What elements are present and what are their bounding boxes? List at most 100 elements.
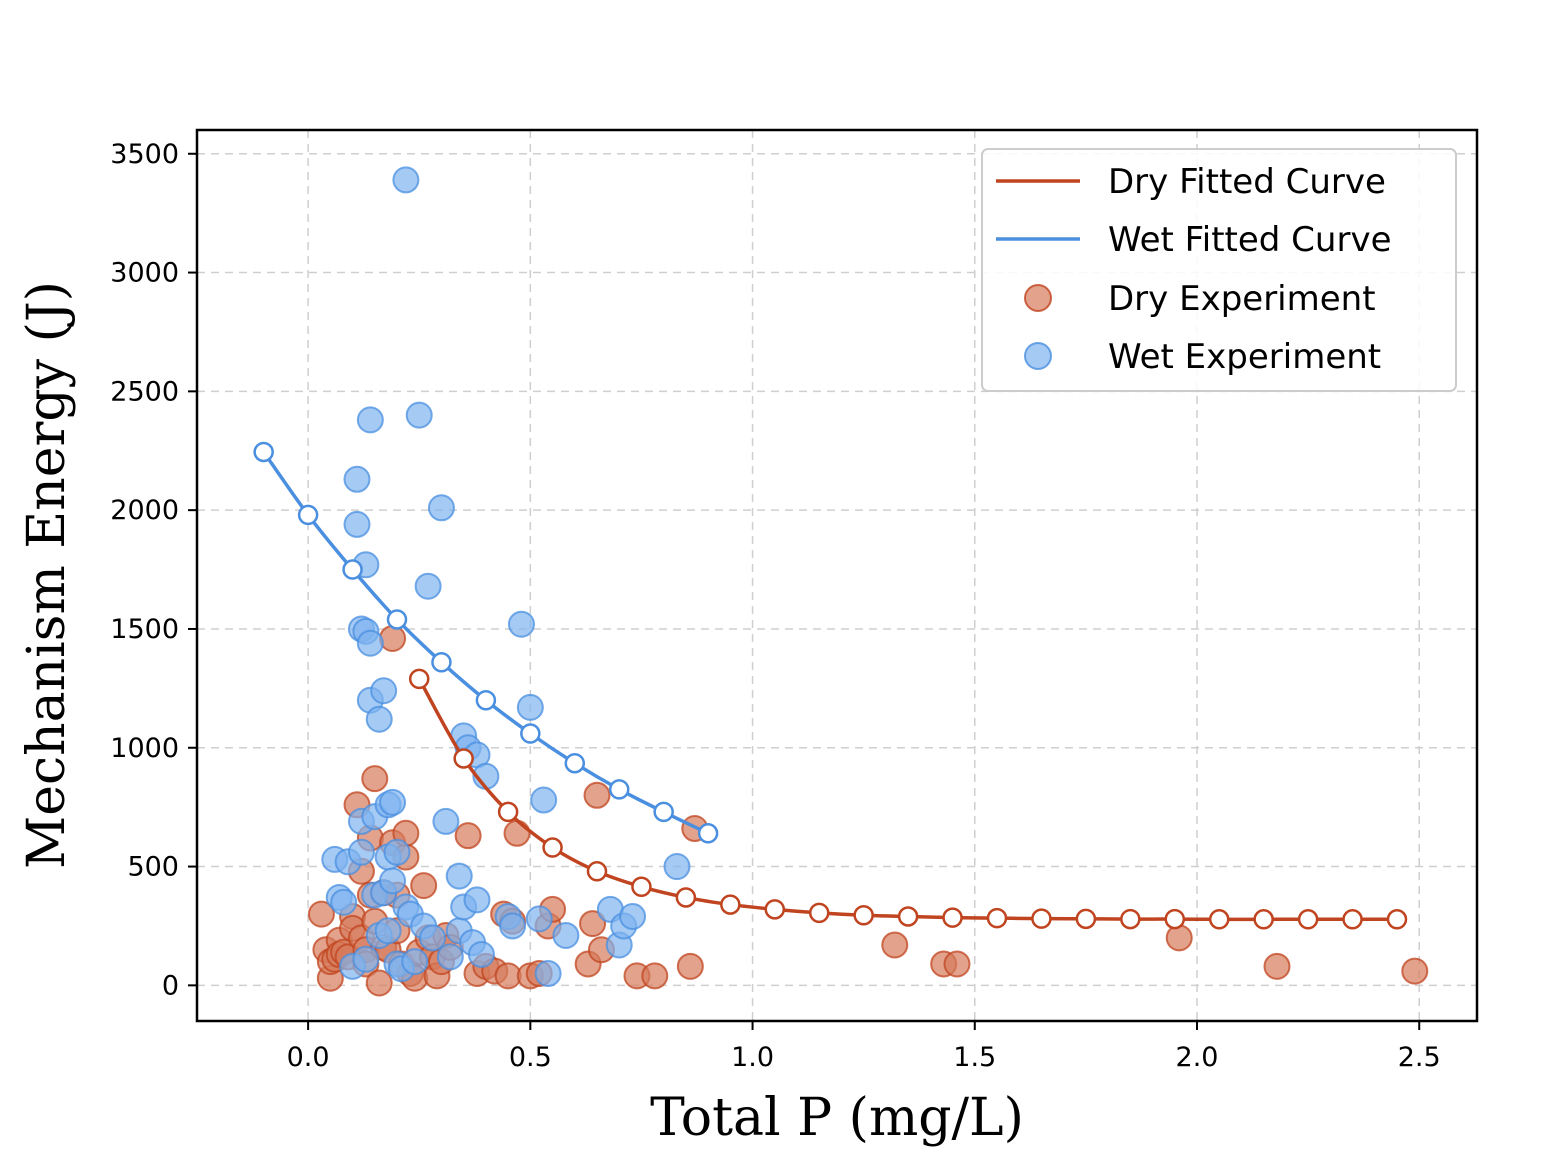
wet-fitted-curve-marker [475,689,497,711]
dry-experiment-point [454,822,482,850]
dry-experiment-point [1165,924,1193,952]
wet-experiment-point [436,943,464,971]
plot-frame [195,128,1479,1023]
wet-experiment-point [507,610,535,638]
wet-experiment-point [356,406,384,434]
y-tick-label: 2000 [110,495,179,526]
wet-experiment-point [343,465,371,493]
y-tick-label: 1000 [110,733,179,764]
dry-experiment-point [579,910,607,938]
dry-fitted-curve-marker [1253,909,1274,930]
dry-fitted-curve-marker [631,876,652,898]
dry-fitted-curve-marker [942,907,963,928]
legend-dry-curve-label: Dry Fitted Curve [1108,162,1386,202]
legend-dry-point-swatch [1024,284,1052,312]
dry-fitted-curve-marker [1297,909,1319,930]
wet-fitted-curve-marker [386,609,408,630]
dry-fitted-curve-marker [497,801,519,823]
wet-experiment-point [352,945,380,973]
wet-experiment-point [405,401,433,429]
x-tick-label: 0.5 [509,1042,552,1073]
dry-fitted-curve-marker [764,899,786,920]
wet-experiment-point [379,867,407,895]
dry-fitted-curve-marker [1120,908,1141,930]
y-tick-label: 1500 [110,614,179,645]
wet-experiment-point [427,494,455,522]
dry-experiment-point [1401,957,1429,985]
dry-fitted-curve-marker [1208,909,1230,930]
dry-experiment-point [943,950,971,978]
x-tick-label: 0.0 [287,1042,330,1073]
wet-experiment-point [356,629,384,657]
legend-wet-point-label: Wet Experiment [1108,337,1381,377]
dry-fitted-curve-marker [1164,908,1186,930]
y-tick-label: 3500 [110,139,179,170]
dry-experiment-point [881,931,909,959]
dry-fitted-curve-marker [853,905,874,926]
dry-fitted-curve-marker [986,907,1008,929]
dry-experiment-point [641,962,669,990]
dry-experiment-point [676,952,704,980]
y-axis-title: Mechanism Energy (J) [17,281,77,869]
dry-experiment-point [361,765,389,793]
wet-experiment-point [663,853,691,881]
wet-fitted-curve-marker [520,723,541,744]
wet-experiment-point [379,788,407,816]
legend-dry-point-label: Dry Experiment [1108,279,1376,319]
dry-fitted-curve-marker [408,668,430,690]
x-axis-title: Total P (mg/L) [650,1088,1024,1148]
y-tick-label: 3000 [110,258,179,289]
x-tick-label: 1.5 [953,1042,996,1073]
fitted-curves [253,441,1408,930]
dry-fitted-curve-marker [1075,908,1097,930]
dry-fitted-curve-marker [1031,908,1052,929]
wet-experiment-point [343,510,371,538]
wet-experiment-points [321,166,691,987]
wet-experiment-point [401,948,429,976]
dry-experiment-point [410,872,438,900]
wet-fitted-curve-marker [297,504,319,526]
wet-experiment-point [516,693,544,721]
wet-experiment-point [419,924,447,952]
wet-experiment-point [552,921,580,949]
dry-fitted-curve-marker [1386,909,1408,930]
x-tick-label: 2.5 [1398,1042,1441,1073]
dry-fitted-curve-marker [675,887,697,908]
legend-wet-point-swatch [1024,342,1052,370]
dry-experiment-point [365,969,393,997]
wet-experiment-point [530,786,558,814]
wet-experiment-point [392,166,420,194]
dry-fitted-curve-line [417,678,1397,922]
dry-fitted-curve-marker [1342,909,1363,930]
wet-fitted-curve-marker [653,801,674,823]
wet-fitted-curve-marker [608,779,630,800]
wet-experiment-point [619,902,647,930]
wet-fitted-curve-marker [253,441,274,463]
x-tick-label: 1.0 [731,1042,774,1073]
y-tick-label: 0 [162,970,179,1001]
dry-experiment-point [307,900,335,928]
y-tick-label: 2500 [110,376,179,407]
dry-fitted-curve-marker [720,894,741,915]
legend-wet-curve-label: Wet Fitted Curve [1108,220,1392,260]
wet-experiment-point [463,886,491,914]
dry-fitted-curve-marker [542,837,563,858]
wet-experiment-point [414,572,442,600]
wet-experiment-point [525,905,553,933]
wet-experiment-point [370,677,398,705]
wet-fitted-curve-marker [697,823,719,844]
wet-experiment-point [330,888,358,916]
dry-experiment-point [1263,952,1291,980]
dry-experiment-point [503,819,531,847]
dry-experiment-point [379,624,407,652]
wet-fitted-curve-marker [342,559,363,580]
x-axis-ticks: 0.0 0.5 1.0 1.5 2.0 2.5 [287,1021,1441,1073]
wet-experiment-point [467,940,495,968]
legend: Dry Fitted Curve Wet Fitted Curve Dry Ex… [981,148,1457,392]
wet-fitted-curve-marker [564,752,586,774]
y-axis-ticks: 0 500 1000 1500 2000 2500 3000 3500 [110,139,197,1001]
wet-experiment-point [499,912,527,940]
dry-fitted-curve-marker [897,906,919,927]
wet-experiment-point [432,807,460,835]
